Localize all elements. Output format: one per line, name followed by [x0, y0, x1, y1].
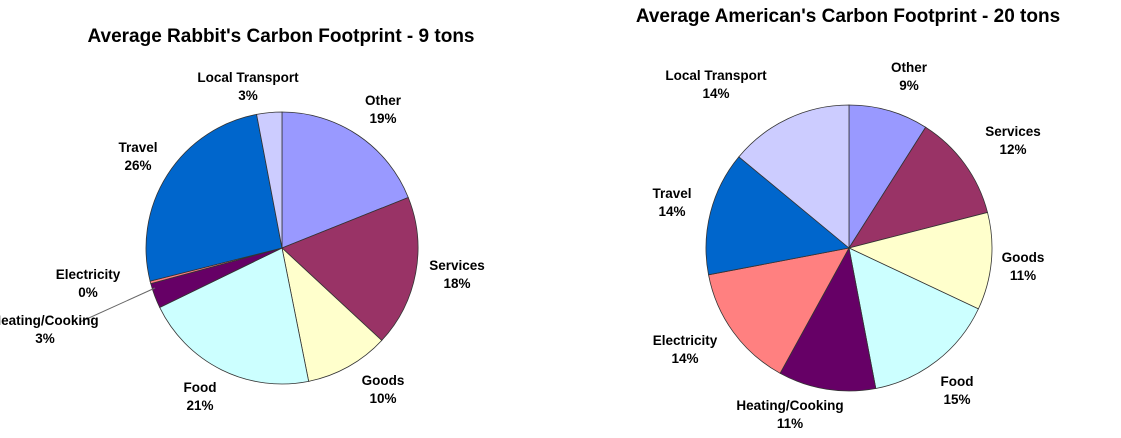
slice-value-goods: 10% — [369, 391, 396, 406]
slice-label-local-transport: Local Transport — [197, 70, 299, 85]
slice-value-goods: 11% — [1010, 268, 1036, 283]
slice-value-heating-cooking: 11% — [777, 416, 803, 431]
slice-value-food: 15% — [943, 392, 970, 407]
pie-slice-local-transport — [738, 104, 850, 249]
pie-slice-other — [281, 111, 409, 249]
slice-label-electricity: Electricity — [56, 267, 121, 282]
pie-slice-services — [848, 126, 988, 249]
slice-label-other: Other — [365, 93, 402, 108]
pie-slice-food — [159, 247, 310, 385]
slice-value-electricity: 14% — [671, 351, 698, 366]
pie-slice-local-transport — [256, 111, 283, 249]
slice-label-heating-cooking: Heating/Cooking — [0, 313, 99, 328]
labels-group: Other 19% Services 18% Goods 10% Food 21% Heatin… — [0, 70, 485, 413]
slice-label-services: Services — [985, 124, 1041, 139]
slice-label-local-transport: Local Transport — [665, 68, 767, 83]
slices-group — [145, 111, 419, 385]
slice-value-services: 18% — [443, 276, 470, 291]
leader-line — [79, 287, 156, 323]
slice-label-services: Services — [429, 258, 485, 273]
slice-value-other: 9% — [899, 78, 919, 93]
slice-label-food: Food — [941, 374, 974, 389]
chart-title: Average Rabbit's Carbon Footprint - 9 to… — [87, 26, 474, 47]
pie-slice-other — [848, 104, 927, 250]
labels-group: Other 9% Services 12% Goods 11% Food 15% Heating… — [652, 60, 1044, 431]
slice-label-travel: Travel — [652, 186, 691, 201]
american-pie-chart: Average American's Carbon Footprint - 20… — [636, 6, 1060, 431]
slice-value-local-transport: 3% — [238, 88, 258, 103]
pie-slice-goods — [281, 246, 383, 382]
slice-label-electricity: Electricity — [653, 333, 718, 348]
slice-value-food: 21% — [186, 398, 213, 413]
pie-slice-goods — [847, 211, 993, 310]
pie-slice-services — [281, 196, 419, 341]
slice-value-travel: 14% — [658, 204, 685, 219]
pie-slice-food — [848, 247, 979, 389]
slice-label-goods: Goods — [362, 373, 405, 388]
slice-value-electricity: 0% — [78, 285, 98, 300]
pie-slice-travel — [145, 113, 283, 282]
pie-slice-heating-cooking — [779, 246, 877, 392]
pie-slice-travel — [705, 156, 850, 276]
rabbit-pie-chart: Average Rabbit's Carbon Footprint - 9 to… — [0, 26, 485, 413]
slice-value-heating-cooking: 3% — [35, 331, 55, 346]
slice-value-local-transport: 14% — [702, 86, 729, 101]
slice-value-services: 12% — [999, 142, 1026, 157]
pie-slice-electricity — [708, 247, 850, 374]
slice-value-other: 19% — [369, 111, 396, 126]
slices-group — [705, 104, 993, 392]
slice-label-other: Other — [891, 60, 928, 75]
slice-label-goods: Goods — [1002, 250, 1045, 265]
slice-value-travel: 26% — [124, 158, 151, 173]
chart-title: Average American's Carbon Footprint - 20… — [636, 6, 1060, 27]
slice-label-travel: Travel — [118, 140, 157, 155]
slice-label-heating-cooking: Heating/Cooking — [736, 398, 843, 413]
slice-label-food: Food — [184, 380, 217, 395]
